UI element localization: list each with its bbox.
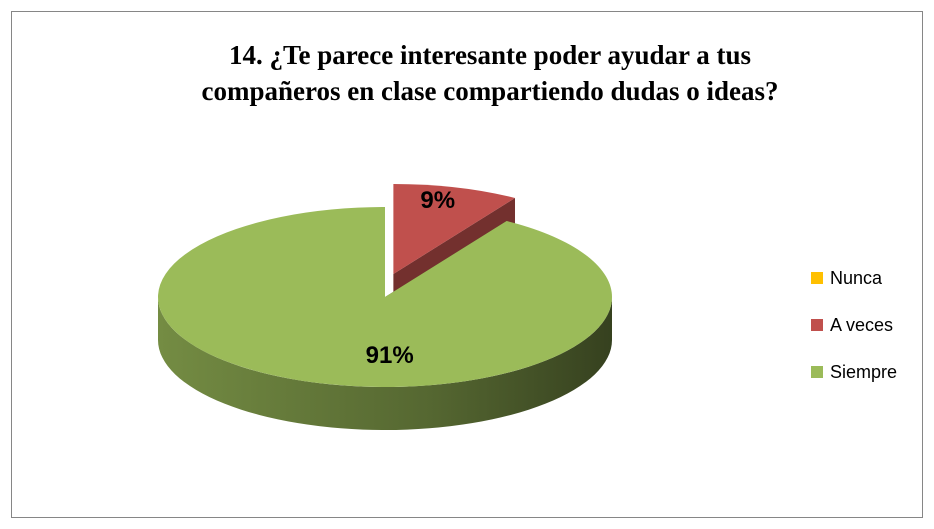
legend-label: Siempre [830, 362, 897, 382]
slice-tops: 9% 91% [157, 183, 612, 387]
legend-swatch [811, 366, 823, 378]
data-label: 9% [420, 187, 455, 214]
legend-label: Nunca [830, 268, 883, 288]
slice [157, 207, 612, 387]
slice [393, 183, 516, 274]
chart-title: 14. ¿Te parece interesante poder ayudar … [201, 40, 778, 106]
legend-swatch [811, 319, 823, 331]
data-label: 91% [366, 342, 414, 369]
legend-swatch [811, 272, 823, 284]
legend-label: A veces [830, 315, 893, 335]
slice-side [158, 297, 612, 430]
